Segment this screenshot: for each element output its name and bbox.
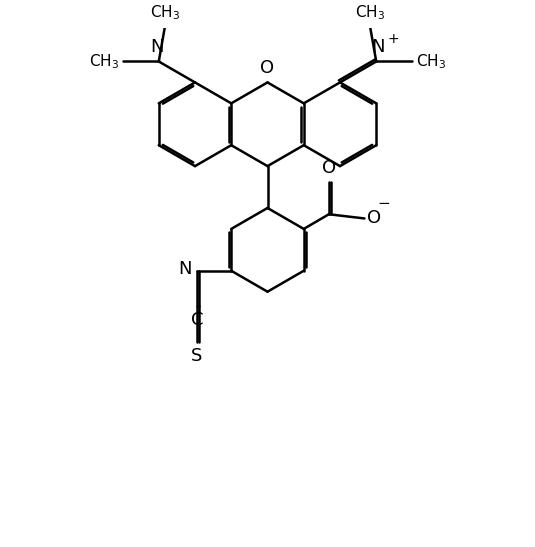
Text: −: − <box>378 196 391 211</box>
Text: C: C <box>190 311 203 329</box>
Text: CH$_3$: CH$_3$ <box>89 52 119 71</box>
Text: O: O <box>261 59 274 77</box>
Text: O: O <box>322 159 336 177</box>
Text: N: N <box>150 38 163 56</box>
Text: S: S <box>191 347 203 365</box>
Text: N: N <box>178 260 192 278</box>
Text: N: N <box>372 38 385 56</box>
Text: CH$_3$: CH$_3$ <box>150 3 180 22</box>
Text: CH$_3$: CH$_3$ <box>416 52 446 71</box>
Text: CH$_3$: CH$_3$ <box>355 3 385 22</box>
Text: +: + <box>388 32 400 45</box>
Text: O: O <box>366 210 381 228</box>
